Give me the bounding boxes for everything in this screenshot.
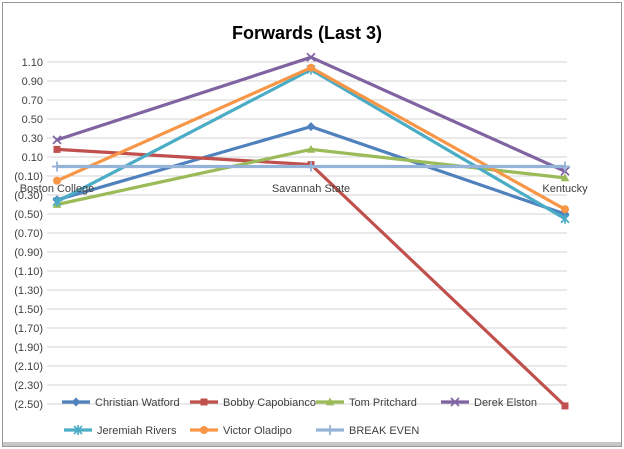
- legend-marker-x: [450, 397, 460, 407]
- data-point[interactable]: [307, 63, 315, 72]
- data-point[interactable]: [306, 122, 316, 132]
- plot-area: Forwards (Last 3) 1.10 0.90 0.70 0.50 0.30 0.…: [14, 23, 588, 437]
- y-tick-label: (0.70): [14, 228, 43, 240]
- y-tick-label: (1.70): [14, 323, 43, 335]
- legend-item-derek-elston[interactable]: Derek Elston: [441, 397, 537, 409]
- y-axis[interactable]: 1.10 0.90 0.70 0.50 0.30 0.10 (0.10) (0.30) (0.5…: [14, 57, 43, 411]
- data-point[interactable]: [52, 135, 62, 145]
- legend-marker-diamond: [71, 397, 81, 407]
- data-point[interactable]: [53, 145, 61, 153]
- legend[interactable]: Christian Watford Bobby Capobianco Tom Pri…: [62, 397, 537, 437]
- y-tick-label: (0.50): [14, 209, 43, 221]
- data-point[interactable]: [561, 205, 569, 214]
- legend-item-jeremiah-rivers[interactable]: Jeremiah Rivers: [64, 425, 177, 437]
- x-category-label: Savannah State: [272, 183, 350, 195]
- data-point[interactable]: [52, 196, 62, 207]
- legend-item-tom-pritchard[interactable]: Tom Pritchard: [316, 397, 417, 409]
- y-tick-label: 0.90: [22, 76, 43, 88]
- y-tick-label: (0.30): [14, 190, 43, 202]
- legend-marker-triangle: [325, 397, 335, 406]
- y-tick-label: 0.70: [22, 95, 43, 107]
- x-axis[interactable]: Boston College Savannah State Kentucky: [20, 183, 588, 195]
- chart-title[interactable]: Forwards (Last 3): [232, 23, 382, 43]
- legend-label: Derek Elston: [474, 397, 537, 409]
- data-point[interactable]: [53, 176, 61, 185]
- series-derek-elston[interactable]: [52, 52, 570, 176]
- y-tick-label: (2.30): [14, 380, 43, 392]
- legend-item-christian-watford[interactable]: Christian Watford: [62, 397, 180, 409]
- legend-marker-square: [200, 398, 208, 406]
- series-jeremiah-rivers[interactable]: [52, 64, 570, 224]
- y-tick-label: (0.10): [14, 171, 43, 183]
- y-gridlines: [47, 61, 567, 405]
- data-point[interactable]: [561, 402, 569, 410]
- y-tick-label: (1.10): [14, 266, 43, 278]
- data-point[interactable]: [52, 161, 62, 172]
- data-point[interactable]: [560, 161, 570, 172]
- legend-label: Bobby Capobianco: [223, 397, 316, 409]
- data-point[interactable]: [306, 144, 316, 153]
- legend-marker-asterisk: [73, 425, 83, 435]
- y-tick-label: 0.50: [22, 114, 43, 126]
- legend-marker-plus: [325, 425, 335, 435]
- legend-item-break-even[interactable]: BREAK EVEN: [316, 425, 419, 437]
- legend-label: Christian Watford: [95, 397, 180, 409]
- legend-label: Tom Pritchard: [349, 397, 417, 409]
- y-tick-label: 0.30: [22, 133, 43, 145]
- legend-item-bobby-capobianco[interactable]: Bobby Capobianco: [190, 397, 316, 409]
- series-victor-oladipo[interactable]: [53, 63, 569, 214]
- y-tick-label: (0.90): [14, 247, 43, 259]
- frame-bottom-edge: [3, 442, 621, 446]
- y-tick-label: (2.50): [14, 399, 43, 411]
- data-point[interactable]: [306, 161, 316, 172]
- data-point[interactable]: [306, 52, 316, 62]
- data-point[interactable]: [560, 213, 570, 224]
- y-tick-label: (1.30): [14, 285, 43, 297]
- y-tick-label: (1.50): [14, 304, 43, 316]
- x-category-label: Boston College: [20, 183, 95, 195]
- legend-label: Victor Oladipo: [223, 425, 292, 437]
- x-category-label: Kentucky: [542, 183, 588, 195]
- legend-marker-circle: [200, 426, 208, 434]
- legend-item-victor-oladipo[interactable]: Victor Oladipo: [190, 425, 292, 437]
- y-tick-label: 1.10: [22, 57, 43, 69]
- y-tick-label: (2.10): [14, 361, 43, 373]
- y-tick-label: 0.10: [22, 152, 43, 164]
- legend-label: BREAK EVEN: [349, 425, 419, 437]
- data-point[interactable]: [560, 173, 570, 182]
- series-break-even[interactable]: [52, 161, 570, 172]
- legend-label: Jeremiah Rivers: [97, 425, 177, 437]
- y-tick-label: (1.90): [14, 342, 43, 354]
